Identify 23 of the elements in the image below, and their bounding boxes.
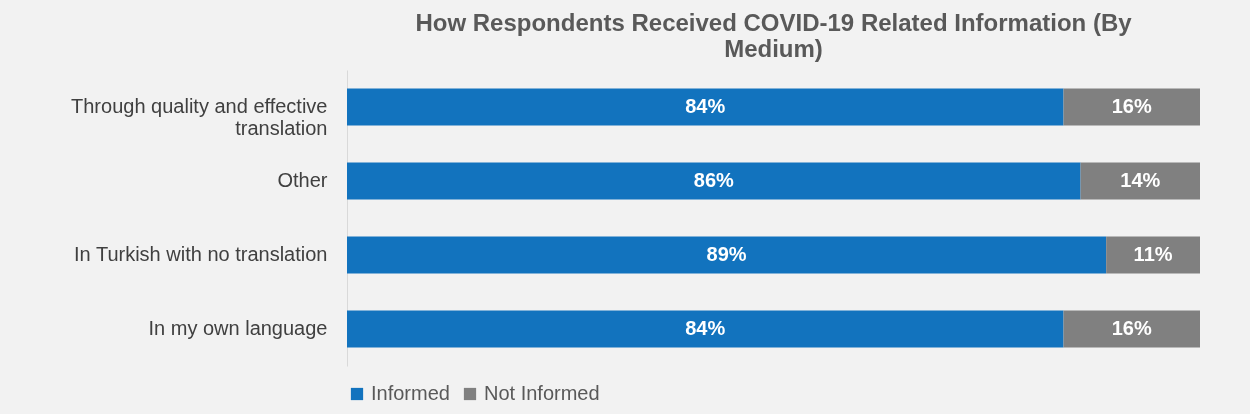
data-label: 11% xyxy=(1133,243,1173,265)
bar xyxy=(1106,236,1200,274)
bar xyxy=(347,236,1107,274)
bar xyxy=(347,310,1064,348)
legend-label: Not Informed xyxy=(484,382,600,404)
data-label: 16% xyxy=(1111,95,1152,117)
bar xyxy=(347,88,1064,126)
y-tick-label: Through quality and effective translation xyxy=(71,95,328,139)
data-label: 89% xyxy=(706,243,747,265)
bar xyxy=(347,162,1081,200)
legend-label: Informed xyxy=(371,382,450,404)
bar xyxy=(1063,310,1200,348)
y-tick-label: Other xyxy=(277,169,328,191)
y-tick-label: In my own language xyxy=(148,317,328,339)
bar xyxy=(1063,88,1200,126)
chart-title: How Respondents Received COVID-19 Related Information (By Medium) xyxy=(415,9,1133,62)
data-label: 86% xyxy=(693,169,735,191)
data-label: 84% xyxy=(685,317,726,339)
y-tick-label: In Turkish with no translation xyxy=(74,243,328,265)
data-label: 14% xyxy=(1120,169,1161,191)
data-label: 16% xyxy=(1111,317,1152,339)
data-label: 84% xyxy=(685,95,726,117)
bar xyxy=(1080,162,1200,200)
